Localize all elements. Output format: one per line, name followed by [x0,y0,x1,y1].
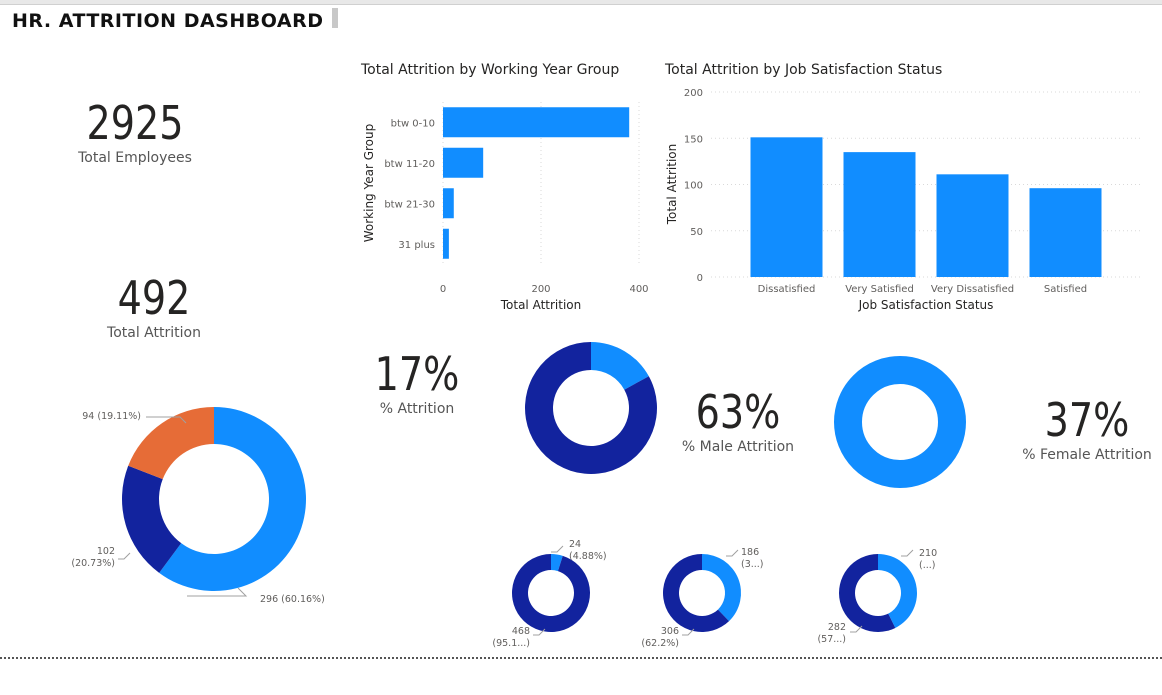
kpi-pct-male-value: 63% [695,385,781,439]
donut-slice [159,407,306,591]
leader-line [118,552,131,560]
data-label: 24 [569,539,581,550]
data-label: (3...) [741,559,764,570]
bar [443,188,454,219]
kpi-pct-attrition-value: 17% [374,347,460,401]
bar [443,228,449,259]
kpi-pct-female-value: 37% [1044,393,1130,447]
working-year-chart-title: Total Attrition by Working Year Group [361,62,620,78]
data-label: (57...) [817,634,846,645]
x-tick-label: Very Dissatisfied [931,284,1014,295]
data-label: (...) [919,560,935,571]
x-tick-label: 0 [440,284,446,295]
kpi-total-employees: 2925 Total Employees [40,96,230,166]
bar [750,137,823,277]
y-tick-label: btw 11-20 [384,159,435,170]
y-tick-label: 31 plus [398,240,435,251]
bar [936,174,1009,277]
x-tick-label: Satisfied [1044,284,1087,295]
donut-slice [591,342,649,390]
data-label: (4.88%) [569,551,607,562]
leader-line [146,416,187,424]
donut-slice [128,407,214,480]
leader-line [850,625,863,633]
bar [843,152,916,277]
donut-slice [878,554,917,628]
bottom-border [0,657,1162,659]
leader-line [726,549,739,557]
data-label: 296 (60.16%) [260,594,325,605]
data-label: 102 [97,546,115,557]
donut-slice [525,342,658,474]
y-tick-label: btw 21-30 [384,199,435,210]
kpi-pct-female: 37% % Female Attrition [992,393,1162,463]
donut-slice [838,554,896,633]
title-accent-bar [332,8,338,28]
x-axis-title: Job Satisfaction Status [858,298,994,312]
donut-slice [834,356,966,488]
x-tick-label: Dissatisfied [758,284,816,295]
leader-line [551,545,564,553]
x-tick-label: 200 [531,284,550,295]
data-label: 282 [828,622,846,633]
data-label: 468 [512,626,530,637]
kpi-pct-female-label: % Female Attrition [1022,447,1152,463]
data-label: (20.73%) [71,558,115,569]
kpi-pct-male-label: % Male Attrition [681,439,795,455]
y-tick-label: btw 0-10 [391,118,435,129]
y-tick-label: 0 [697,273,703,284]
top-border [0,0,1162,5]
bar [443,147,484,178]
job-satisfaction-chart-title: Total Attrition by Job Satisfaction Stat… [665,62,943,78]
y-tick-label: 200 [684,88,703,99]
y-axis-title: Total Attrition [665,144,679,226]
kpi-total-attrition: 492 Total Attrition [59,271,249,341]
x-tick-label: 400 [629,284,648,295]
y-tick-label: 150 [684,134,703,145]
kpi-total-attrition-label: Total Attrition [107,325,201,341]
kpi-total-employees-value: 2925 [86,96,184,150]
dashboard-title: HR. ATTRITION DASHBOARD [12,10,324,32]
bar [443,107,630,138]
donut-slice [663,554,730,632]
leader-line [901,549,914,557]
data-label: (62.2%) [641,638,679,649]
data-label: 210 [919,548,937,559]
data-label: 94 (19.11%) [82,411,141,422]
kpi-total-attrition-value: 492 [117,271,191,325]
bar [1029,188,1102,277]
x-axis-title: Total Attrition [500,298,582,312]
donut-slice [122,465,182,573]
y-axis-title: Working Year Group [362,124,376,243]
kpi-pct-attrition-label: % Attrition [379,401,455,417]
data-label: 306 [661,626,679,637]
donut-slice [511,554,590,632]
leader-line [187,587,248,597]
leader-line [533,628,546,636]
kpi-pct-attrition: 17% % Attrition [322,347,512,417]
donut-slice [551,554,563,572]
leader-line [682,628,695,636]
y-tick-label: 50 [690,227,703,238]
donut-slice [702,554,742,622]
kpi-total-employees-label: Total Employees [78,150,192,166]
data-label: (95.1...) [492,638,530,649]
y-tick-label: 100 [684,181,703,192]
kpi-pct-male: 63% % Male Attrition [643,385,833,455]
x-tick-label: Very Satisfied [845,284,914,295]
data-label: 186 [741,547,759,558]
